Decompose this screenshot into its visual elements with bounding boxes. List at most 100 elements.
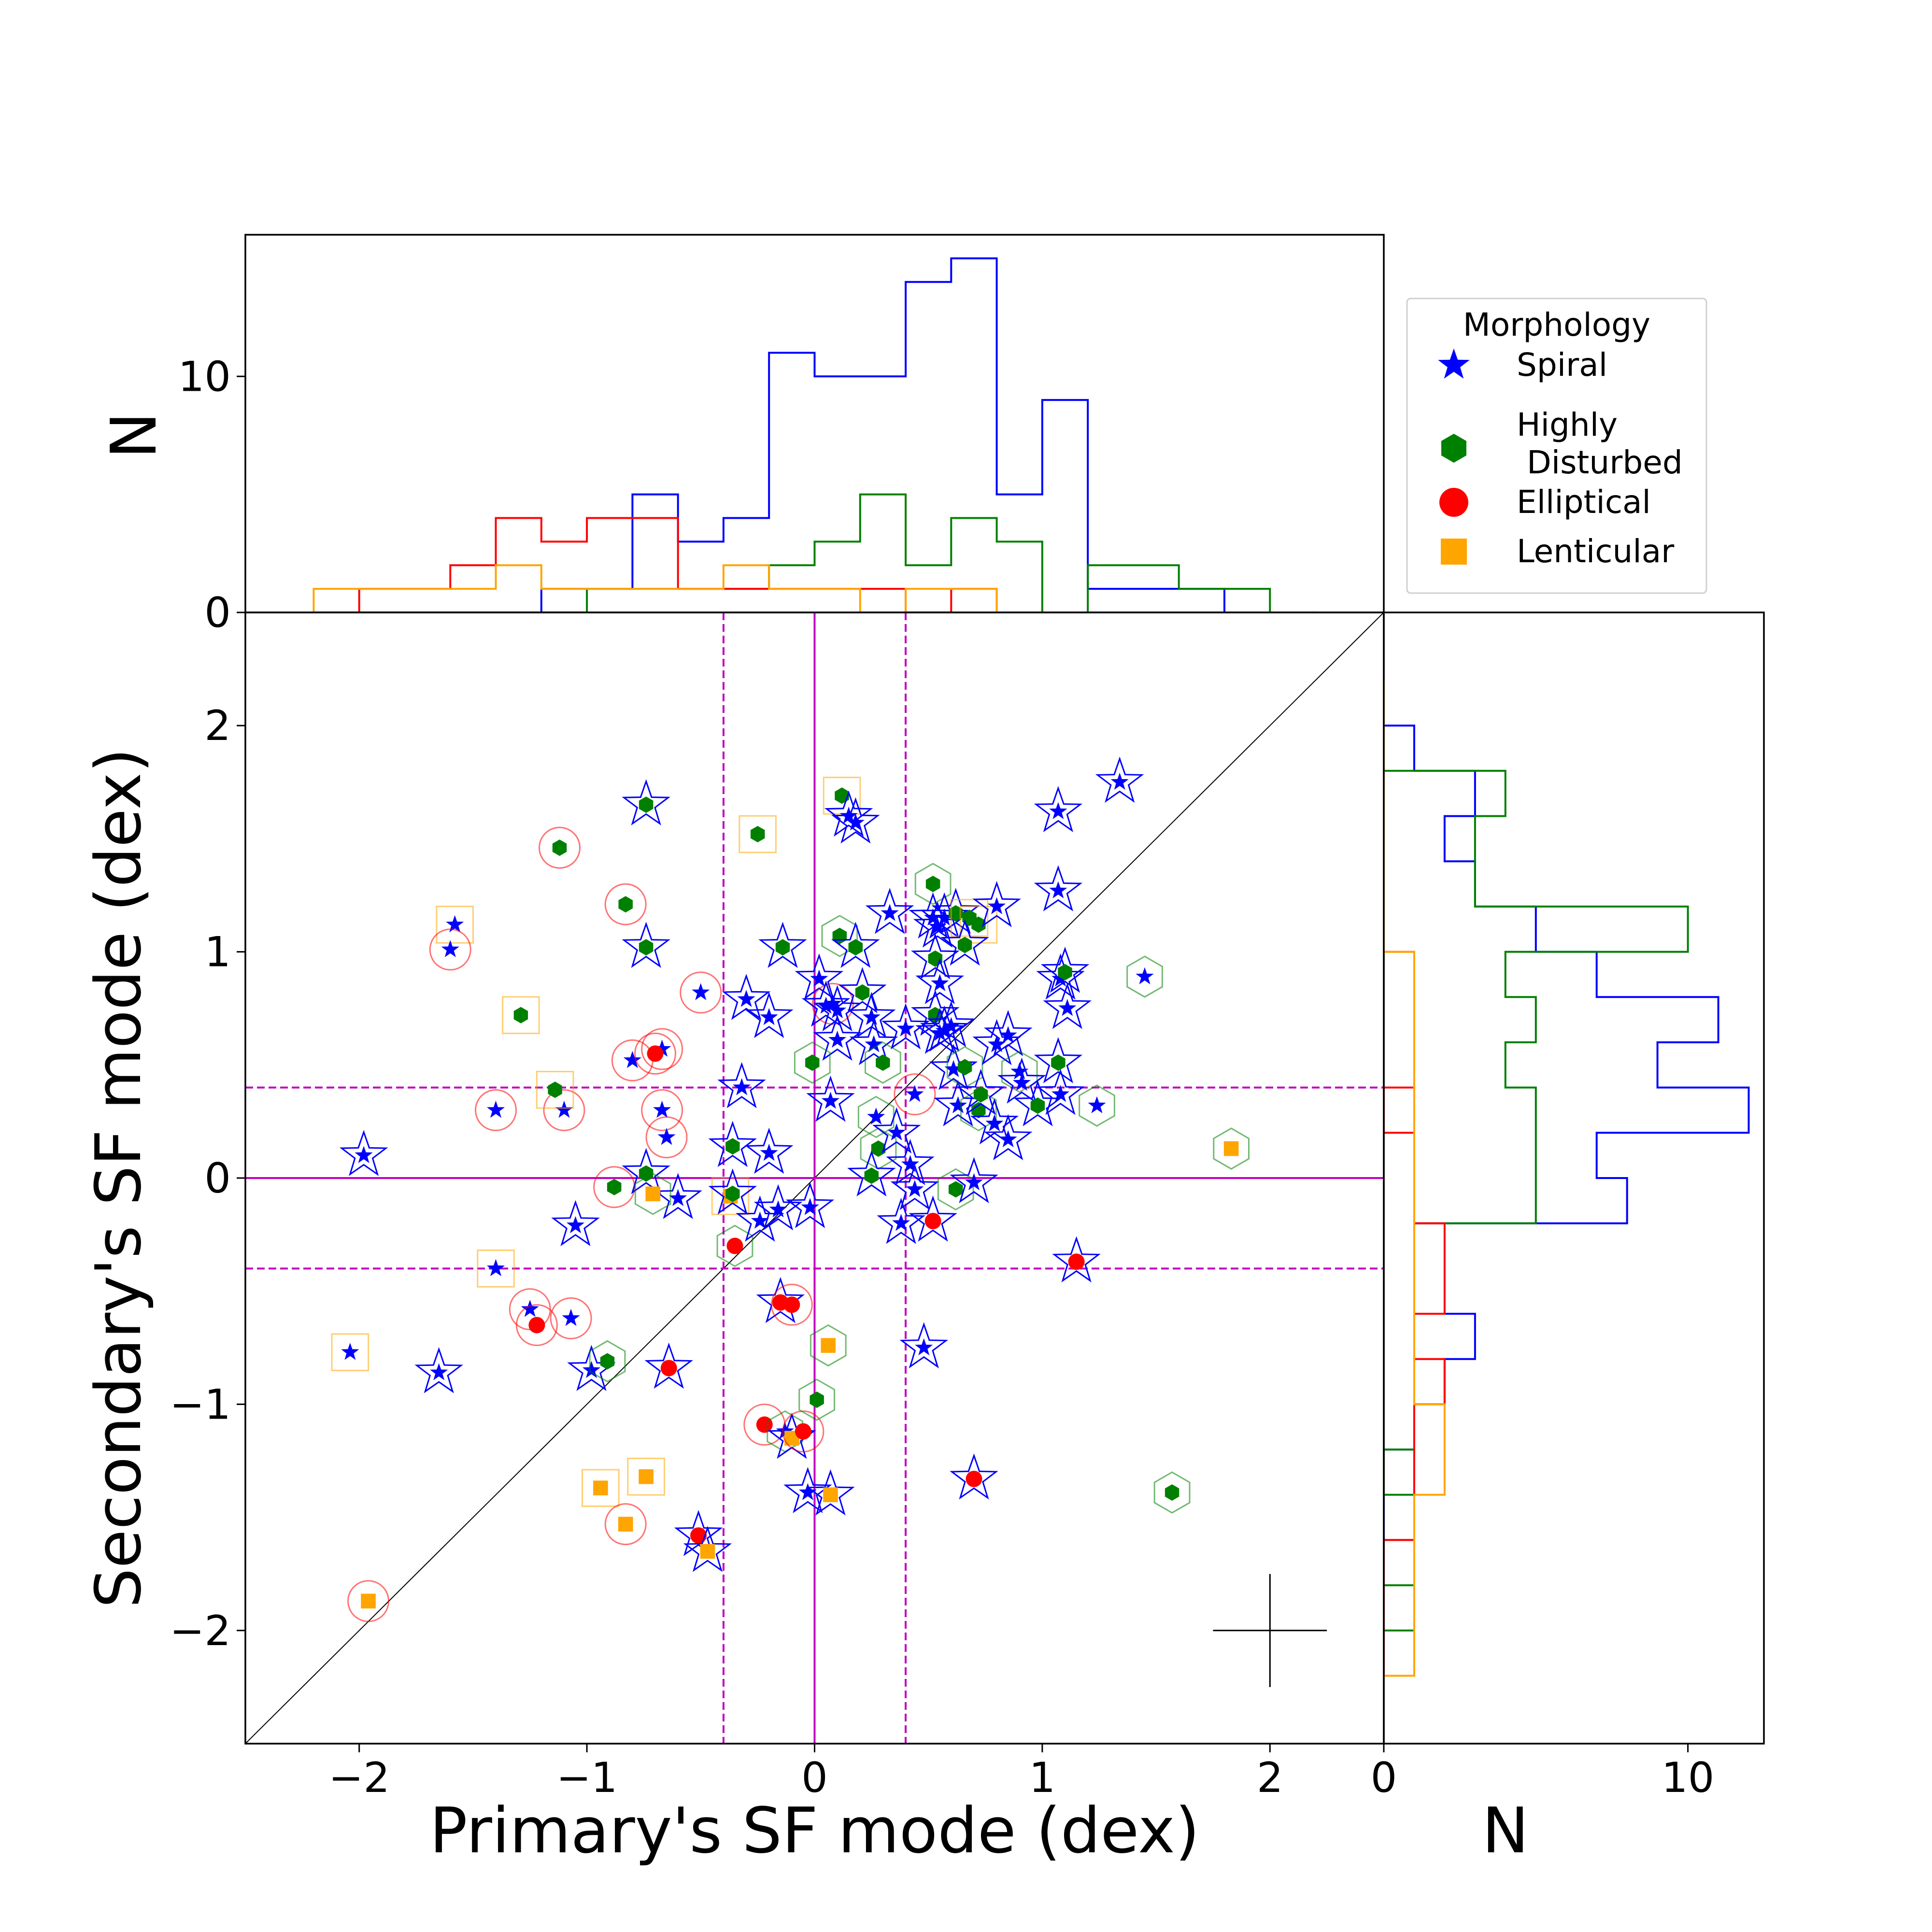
top-hist-highly-disturbed	[313, 493, 1316, 612]
y-tick-label: 1	[204, 928, 231, 977]
scatter-point	[983, 1010, 1033, 1056]
point-inner-marker	[647, 1045, 664, 1062]
point-outer-marker	[1036, 1068, 1085, 1115]
point-inner-marker	[985, 1114, 1004, 1132]
point-inner-marker	[1223, 1141, 1239, 1156]
point-inner-marker	[988, 897, 1006, 914]
point-outer-marker	[950, 1453, 998, 1500]
scatter-point	[653, 1173, 702, 1219]
scatter-point	[582, 1469, 620, 1507]
scatter-point	[550, 1297, 592, 1339]
scatter-point	[758, 922, 807, 968]
scatter-point	[890, 1164, 939, 1210]
point-inner-marker	[965, 1173, 983, 1191]
point-inner-marker	[935, 908, 953, 926]
scatter-point	[894, 1073, 936, 1116]
scatter-point	[794, 1041, 831, 1084]
scatter-point	[849, 1019, 898, 1065]
x-tick-label: −1	[556, 1754, 618, 1802]
top-hist-lenticular	[313, 564, 1316, 612]
point-inner-marker	[821, 1338, 836, 1353]
legend-title: Morphology	[1463, 306, 1650, 343]
right-x-tick-label: 0	[1371, 1754, 1397, 1802]
point-inner-marker	[446, 915, 464, 933]
point-outer-marker	[708, 1168, 757, 1215]
x-tick-label: −2	[328, 1754, 390, 1802]
point-inner-marker	[1010, 1062, 1029, 1080]
scatter-point	[634, 1173, 671, 1215]
point-outer-marker	[831, 797, 880, 844]
point-outer-marker	[708, 1121, 757, 1167]
scatter-point	[743, 1404, 786, 1446]
point-outer-marker	[911, 933, 960, 980]
point-outer-marker	[972, 881, 1021, 927]
scatter-point	[622, 922, 670, 968]
point-inner-marker	[725, 1185, 740, 1202]
x-tick-label: 2	[1257, 1754, 1283, 1802]
point-outer-marker	[915, 958, 965, 1005]
point-inner-marker	[623, 1051, 641, 1068]
legend-label-disturbed: Highly Disturbed	[1517, 406, 1683, 481]
point-inner-marker	[639, 1469, 653, 1484]
scatter-point	[1013, 1080, 1062, 1126]
point-outer-marker	[1043, 982, 1092, 1029]
point-inner-marker	[600, 1353, 615, 1370]
point-outer-marker	[644, 1342, 694, 1389]
scatter-point	[717, 1062, 766, 1108]
point-outer-marker	[1126, 955, 1163, 998]
point-inner-marker	[988, 1035, 1006, 1052]
point-inner-marker	[971, 916, 986, 933]
top-hist-elliptical	[313, 517, 1316, 612]
scatter-point	[674, 1510, 723, 1556]
point-inner-marker	[835, 787, 849, 804]
point-outer-marker	[972, 1019, 1021, 1065]
legend-label-lenticular: Lenticular	[1517, 533, 1675, 570]
scatter-point	[436, 906, 474, 944]
point-outer-marker	[331, 1333, 369, 1371]
legend-marker-spiral	[1438, 348, 1470, 379]
point-inner-marker	[639, 939, 653, 956]
scatter-point	[429, 928, 471, 971]
scatter-point	[886, 1139, 935, 1185]
scatter-point	[644, 1342, 694, 1389]
point-inner-marker	[1051, 1054, 1065, 1071]
point-inner-marker	[513, 1007, 528, 1023]
point-outer-marker	[847, 1150, 896, 1197]
point-inner-marker	[690, 1527, 707, 1544]
scatter-point	[551, 1200, 600, 1247]
point-outer-marker	[770, 1283, 813, 1326]
point-outer-marker	[927, 1001, 976, 1047]
scatter-point	[339, 1130, 388, 1176]
scatter-point	[831, 922, 880, 968]
scatter-point	[872, 1107, 921, 1154]
scatter-point	[1043, 982, 1092, 1029]
point-outer-marker	[550, 1297, 592, 1339]
point-outer-marker	[881, 1003, 930, 1050]
point-outer-marker	[739, 815, 777, 853]
scatter-point	[865, 1041, 901, 1084]
scatter-point	[806, 1469, 855, 1516]
point-outer-marker	[1052, 1236, 1101, 1283]
scatter-point	[744, 992, 794, 1038]
point-outer-marker	[604, 1503, 647, 1546]
main-scatter: −2 −2 −1 −1 0 0 1 1 2 2 Primary's SF mode (dex) S…	[82, 611, 1385, 1867]
point-outer-marker	[622, 922, 670, 968]
point-outer-marker	[1095, 756, 1144, 803]
point-inner-marker	[821, 1092, 840, 1109]
point-inner-marker	[801, 1198, 819, 1215]
scatter-point	[1153, 1471, 1191, 1514]
point-inner-marker	[733, 1078, 751, 1095]
scatter-point	[970, 1098, 1019, 1145]
point-outer-marker	[475, 1089, 517, 1131]
point-outer-marker	[1079, 1084, 1115, 1127]
point-inner-marker	[865, 1035, 883, 1052]
top-histogram-ylabel: N	[97, 412, 170, 459]
point-inner-marker	[925, 876, 940, 893]
point-outer-marker	[886, 1139, 935, 1185]
point-outer-marker	[622, 779, 670, 825]
point-outer-marker	[722, 974, 771, 1020]
point-inner-marker	[783, 1296, 800, 1313]
point-outer-marker	[634, 1032, 677, 1075]
scatter-point	[477, 1250, 515, 1288]
point-inner-marker	[1012, 1073, 1031, 1091]
